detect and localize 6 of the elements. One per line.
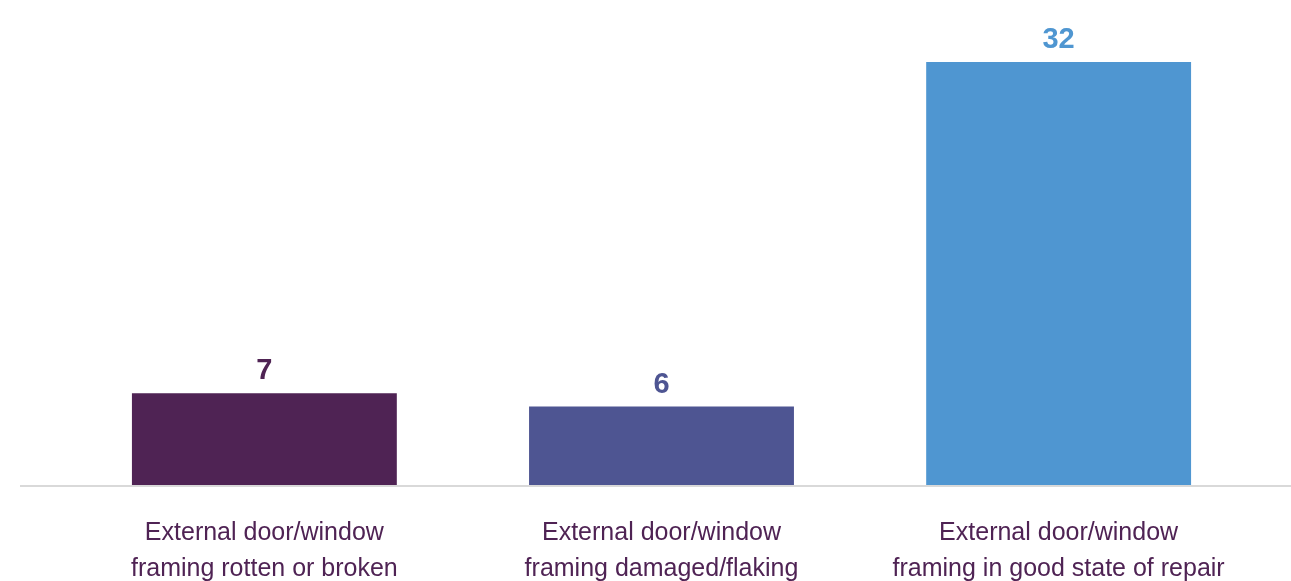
x-tick-label: External door/window framing rotten or broken — [130, 517, 398, 581]
data-label: 32 — [1042, 22, 1075, 54]
x-tick-label: External door/window framing damaged/flaking — [524, 517, 799, 581]
data-label: 7 — [256, 353, 273, 386]
data-label: 6 — [653, 366, 670, 399]
x-tick-label: External door/window framing in good state of repair — [892, 517, 1225, 581]
